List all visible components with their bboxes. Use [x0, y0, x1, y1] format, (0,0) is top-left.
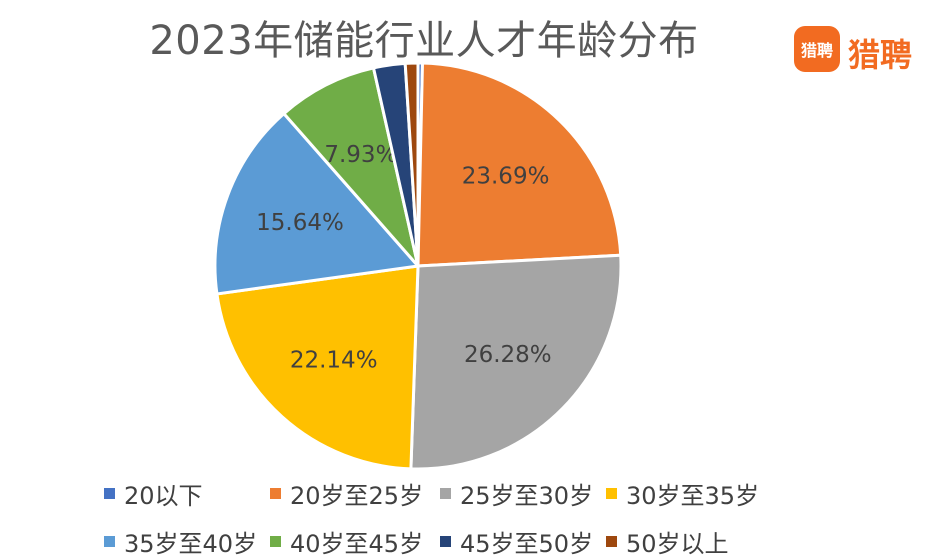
legend-swatch — [270, 535, 281, 547]
legend-label: 45岁至50岁 — [460, 529, 594, 558]
slice-value-label-3: 22.14% — [290, 348, 378, 374]
pie-slice-3 — [215, 264, 420, 471]
slice-value-label-2: 26.28% — [464, 342, 552, 368]
legend-label: 25岁至30岁 — [460, 481, 594, 510]
legend-swatch — [270, 487, 281, 499]
legend-item-0: 20以下 — [104, 478, 203, 510]
legend-swatch — [440, 535, 451, 547]
legend-swatch — [104, 487, 115, 499]
legend-label: 35岁至40岁 — [124, 529, 258, 558]
pie-slice-4 — [213, 111, 421, 296]
legend-swatch — [440, 487, 451, 499]
legend-label: 50岁以上 — [626, 529, 729, 558]
slice-value-label-5: 7.93% — [324, 142, 397, 168]
legend-swatch — [606, 535, 617, 547]
legend-label: 40岁至45岁 — [290, 529, 424, 558]
legend-label: 20以下 — [124, 481, 203, 510]
legend-label: 30岁至35岁 — [626, 481, 760, 510]
liepin-logo: 猎聘 猎聘 — [794, 26, 918, 74]
slice-value-label-4: 15.64% — [256, 210, 344, 236]
legend-item-5: 40岁至45岁 — [270, 526, 424, 558]
pie-slice-2 — [409, 253, 623, 471]
pie-slice-7 — [403, 61, 420, 267]
legend-swatch — [104, 535, 115, 547]
legend-label: 20岁至25岁 — [290, 481, 424, 510]
legend-item-2: 25岁至30岁 — [440, 478, 594, 510]
liepin-chat-bubble-icon: 猎聘 — [794, 26, 840, 72]
pie-slice-1 — [416, 61, 623, 268]
logo-icon-text: 猎聘 — [800, 41, 833, 60]
slice-value-label-1: 23.69% — [462, 164, 550, 190]
chart-title: 2023年储能行业人才年龄分布 — [149, 18, 699, 64]
legend-swatch — [606, 487, 617, 499]
legend-item-7: 50岁以上 — [606, 526, 729, 558]
legend-item-4: 35岁至40岁 — [104, 526, 258, 558]
legend-item-1: 20岁至25岁 — [270, 478, 424, 510]
legend-item-6: 45岁至50岁 — [440, 526, 594, 558]
logo-brand-name: 猎聘 — [848, 36, 913, 74]
legend-item-3: 30岁至35岁 — [606, 478, 760, 510]
